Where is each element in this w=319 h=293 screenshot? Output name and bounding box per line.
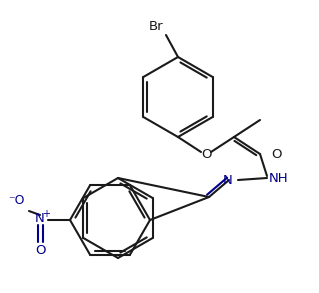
Text: +: + xyxy=(42,209,50,219)
Text: N: N xyxy=(35,212,45,226)
Text: ⁻O: ⁻O xyxy=(8,193,24,207)
Text: Br: Br xyxy=(149,21,163,33)
Text: O: O xyxy=(201,149,211,161)
Text: O: O xyxy=(35,244,45,258)
Text: NH: NH xyxy=(269,171,289,185)
Text: N: N xyxy=(223,173,233,187)
Text: O: O xyxy=(271,149,281,161)
